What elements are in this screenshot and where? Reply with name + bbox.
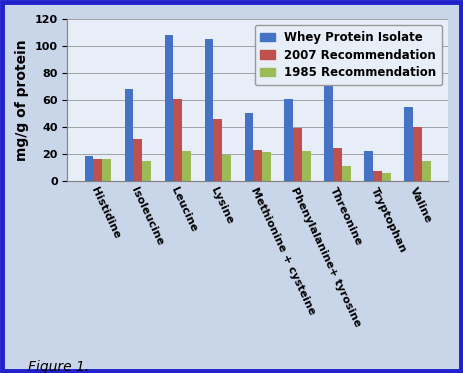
Bar [382,173,391,181]
Bar [102,159,111,181]
Bar [342,166,351,181]
Bar [182,151,191,181]
Bar [213,119,222,181]
Bar [253,150,262,181]
Bar [422,160,431,181]
Y-axis label: mg/g of protein: mg/g of protein [15,39,29,161]
Bar [94,159,102,181]
Bar [222,155,231,181]
Bar [373,171,382,181]
Bar [404,107,413,181]
Bar [413,127,422,181]
Bar [244,113,253,181]
Bar [85,157,94,181]
Bar [333,148,342,181]
Bar [293,128,302,181]
Legend: Whey Protein Isolate, 2007 Recommendation, 1985 Recommendation: Whey Protein Isolate, 2007 Recommendatio… [255,25,442,85]
Bar [364,151,373,181]
Bar [165,35,174,181]
Bar [142,160,151,181]
Bar [133,139,142,181]
Bar [325,85,333,181]
Bar [174,98,182,181]
Bar [284,98,293,181]
Bar [262,153,271,181]
Bar [125,89,133,181]
Bar [205,39,213,181]
Bar [302,151,311,181]
Text: Figure 1.: Figure 1. [28,360,89,373]
